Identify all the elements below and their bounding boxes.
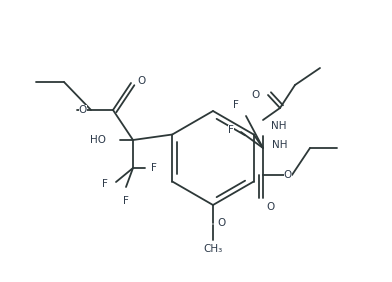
Text: F: F: [151, 163, 157, 173]
Text: O: O: [252, 90, 260, 100]
Text: O: O: [284, 170, 292, 180]
Text: O: O: [266, 202, 274, 212]
Text: CH₃: CH₃: [203, 244, 223, 254]
Text: NH: NH: [272, 140, 287, 149]
Text: F: F: [102, 179, 108, 189]
Text: F: F: [233, 100, 239, 110]
Text: HO: HO: [90, 135, 106, 145]
Text: NH: NH: [271, 121, 287, 131]
Text: O: O: [217, 218, 225, 228]
Text: F: F: [228, 125, 234, 135]
Text: F: F: [123, 196, 129, 206]
Text: O: O: [79, 105, 87, 115]
Text: O: O: [137, 76, 145, 86]
